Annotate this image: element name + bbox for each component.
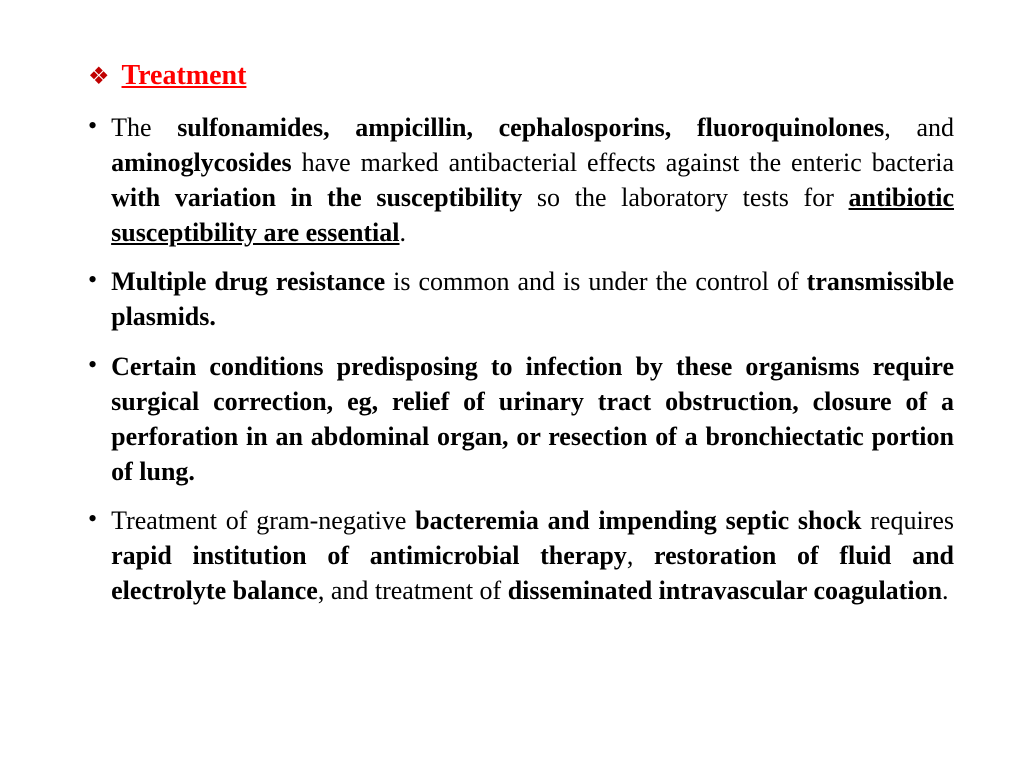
text-run: requires	[861, 506, 954, 535]
text-run-bold: Certain conditions predisposing to infec…	[111, 352, 954, 486]
bullet-icon: •	[88, 110, 97, 250]
text-run-bold: rapid institution of antimicrobial thera…	[111, 541, 627, 570]
text-run: have marked antibacterial effects agains…	[292, 148, 954, 177]
text-run: .	[942, 576, 949, 605]
diamond-bullet-icon: ❖	[88, 62, 110, 91]
list-item: • Treatment of gram-negative bacteremia …	[88, 503, 954, 608]
text-run-bold: disseminated intravascular coagulation	[508, 576, 942, 605]
bullet-icon: •	[88, 503, 97, 608]
text-run: Treatment of gram-negative	[111, 506, 415, 535]
heading-text: Treatment	[122, 60, 247, 92]
text-run-bold: Multiple drug resistance	[111, 267, 385, 296]
text-run: The	[111, 113, 177, 142]
list-item: • Multiple drug resistance is common and…	[88, 264, 954, 334]
text-run-bold: bacteremia and impending septic shock	[415, 506, 861, 535]
text-run: ,	[627, 541, 654, 570]
bullet-icon: •	[88, 264, 97, 334]
text-run: , and	[884, 113, 954, 142]
text-run-bold: sulfonamides, ampicillin, cephalosporins…	[177, 113, 884, 142]
bullet-text: Certain conditions predisposing to infec…	[111, 349, 954, 489]
text-run: .	[400, 218, 407, 247]
bullet-text: The sulfonamides, ampicillin, cephalospo…	[111, 110, 954, 250]
list-item: • The sulfonamides, ampicillin, cephalos…	[88, 110, 954, 250]
text-run: is common and is under the control of	[385, 267, 806, 296]
text-run-bold: with variation in the susceptibility	[111, 183, 522, 212]
heading-row: ❖ Treatment	[88, 60, 954, 92]
list-item: • Certain conditions predisposing to inf…	[88, 349, 954, 489]
text-run: so the laboratory tests for	[522, 183, 848, 212]
bullet-icon: •	[88, 349, 97, 489]
bullet-text: Multiple drug resistance is common and i…	[111, 264, 954, 334]
text-run-bold: aminoglycosides	[111, 148, 292, 177]
bullet-text: Treatment of gram-negative bacteremia an…	[111, 503, 954, 608]
text-run: , and treatment of	[318, 576, 508, 605]
